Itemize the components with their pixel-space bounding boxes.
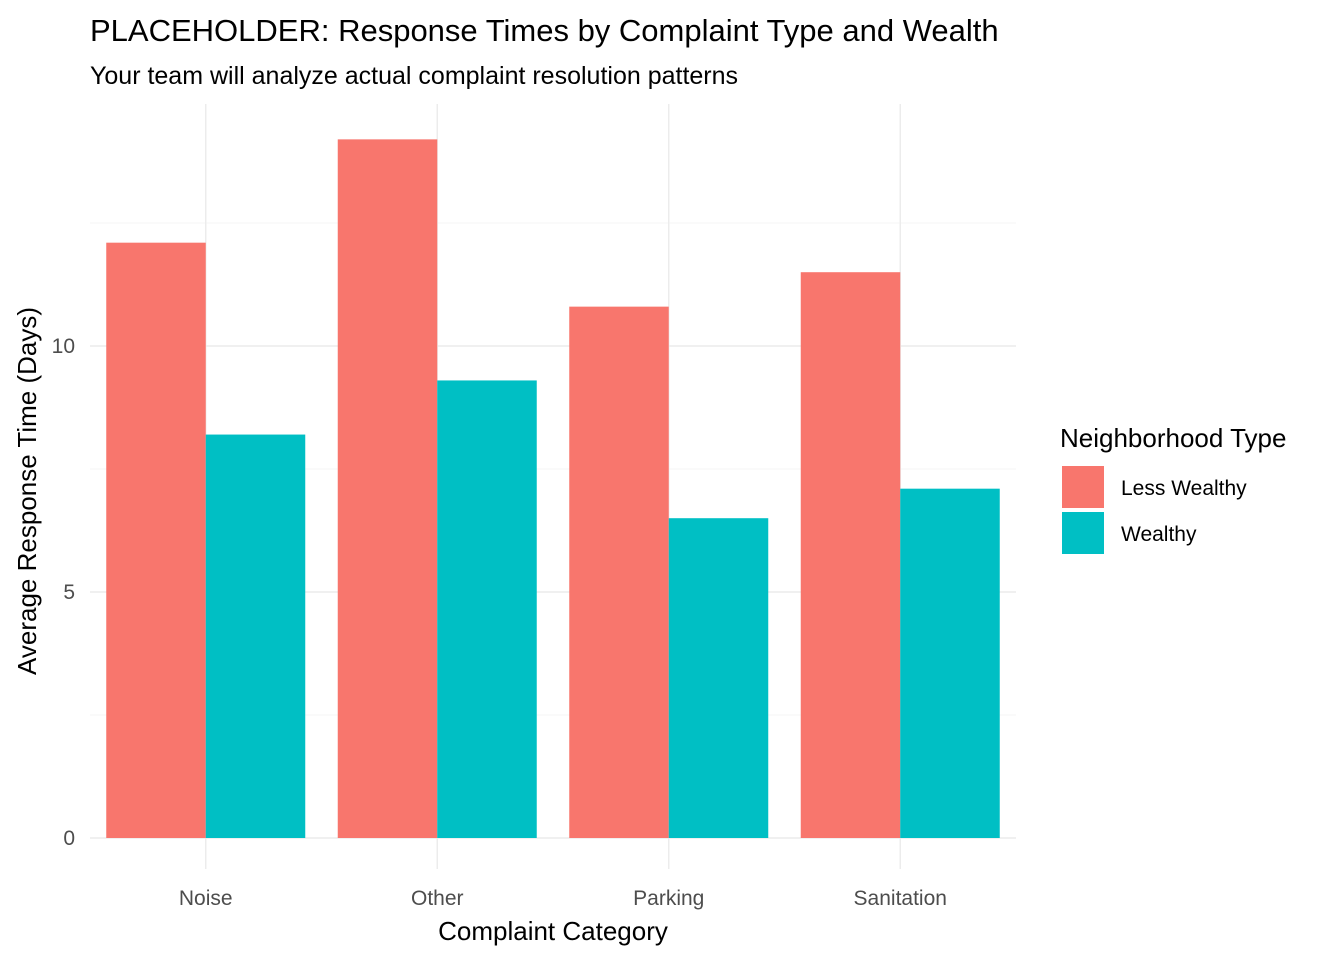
legend-label: Wealthy bbox=[1121, 523, 1197, 546]
x-tick-label: Sanitation bbox=[854, 887, 947, 910]
y-tick-label: 0 bbox=[63, 827, 75, 850]
y-axis-title: Average Response Time (Days) bbox=[12, 307, 42, 675]
bar-parking-less-wealthy bbox=[569, 306, 669, 838]
legend-key-wealthy bbox=[1062, 512, 1104, 554]
x-tick-labels: Noise Other Parking Sanitation bbox=[179, 887, 947, 910]
x-tick-label: Other bbox=[411, 887, 464, 910]
legend-label: Less Wealthy bbox=[1121, 477, 1247, 500]
bar-other-wealthy bbox=[437, 380, 537, 838]
x-axis-title: Complaint Category bbox=[438, 916, 668, 946]
bar-noise-less-wealthy bbox=[106, 242, 206, 838]
chart-subtitle: Your team will analyze actual complaint … bbox=[90, 62, 738, 90]
bar-other-less-wealthy bbox=[337, 139, 438, 839]
legend-title: Neighborhood Type bbox=[1060, 423, 1286, 453]
bar-sanitation-less-wealthy bbox=[800, 272, 901, 838]
y-tick-label: 5 bbox=[63, 581, 75, 604]
bar-parking-wealthy bbox=[668, 518, 769, 838]
legend-key-less-wealthy bbox=[1062, 466, 1104, 508]
x-tick-label: Noise bbox=[179, 887, 233, 910]
legend: Neighborhood Type Less Wealthy Wealthy bbox=[1060, 423, 1286, 554]
bar-noise-wealthy bbox=[205, 434, 306, 838]
y-tick-labels: 0 5 10 bbox=[52, 335, 75, 850]
bar-sanitation-wealthy bbox=[900, 488, 1000, 838]
bars bbox=[106, 139, 1000, 839]
y-tick-label: 10 bbox=[52, 335, 75, 358]
x-tick-label: Parking bbox=[633, 887, 704, 910]
chart-title: PLACEHOLDER: Response Times by Complaint… bbox=[90, 13, 999, 48]
